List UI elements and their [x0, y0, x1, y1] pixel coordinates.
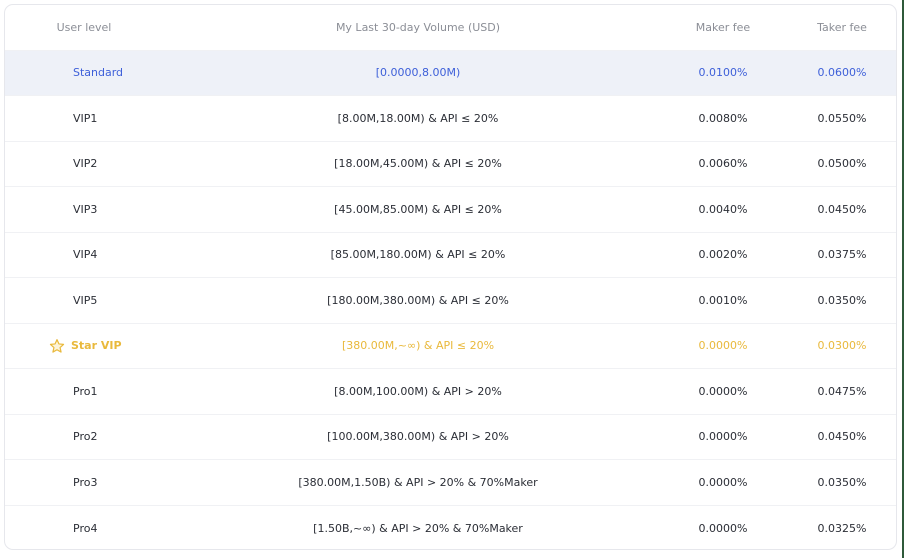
level-label: VIP5	[73, 293, 98, 307]
header-user-level: User level	[56, 20, 112, 34]
level-label: Pro1	[73, 384, 98, 398]
level-label: Pro3	[73, 475, 98, 489]
table-row: Pro1 [8.00M,100.00M) & API > 20% 0.0000%…	[5, 369, 896, 415]
table-row: Pro4 [1.50B,~∞) & API > 20% & 70%Maker 0…	[5, 506, 896, 550]
table-row: VIP1 [8.00M,18.00M) & API ≤ 20% 0.0080% …	[5, 96, 896, 142]
taker-fee: 0.0350%	[817, 475, 867, 489]
volume-range: [18.00M,45.00M) & API ≤ 20%	[334, 157, 502, 171]
volume-range: [85.00M,180.00M) & API ≤ 20%	[330, 248, 506, 262]
level-cell: Star VIP	[49, 324, 122, 369]
taker-fee: 0.0475%	[817, 384, 867, 398]
volume-range: [0.0000,8.00M)	[375, 66, 461, 80]
table-header: User level My Last 30-day Volume (USD) M…	[5, 5, 896, 51]
taker-fee: 0.0600%	[817, 66, 867, 80]
maker-fee: 0.0000%	[698, 430, 748, 444]
volume-range: [180.00M,380.00M) & API ≤ 20%	[327, 293, 509, 307]
maker-fee: 0.0020%	[698, 248, 748, 262]
level-label: VIP1	[73, 111, 98, 125]
volume-range: [8.00M,100.00M) & API > 20%	[334, 384, 502, 398]
table-row: Pro2 [100.00M,380.00M) & API > 20% 0.000…	[5, 415, 896, 460]
volume-range: [1.50B,~∞) & API > 20% & 70%Maker	[313, 521, 523, 535]
table-row: Pro3 [380.00M,1.50B) & API > 20% & 70%Ma…	[5, 460, 896, 506]
header-taker-fee: Taker fee	[817, 20, 867, 34]
taker-fee: 0.0375%	[817, 248, 867, 262]
maker-fee: 0.0060%	[698, 157, 748, 171]
maker-fee: 0.0010%	[698, 293, 748, 307]
volume-range: [45.00M,85.00M) & API ≤ 20%	[334, 202, 502, 216]
taker-fee: 0.0350%	[817, 293, 867, 307]
maker-fee: 0.0000%	[698, 521, 748, 535]
taker-fee: 0.0550%	[817, 111, 867, 125]
level-label: VIP4	[73, 248, 98, 262]
fee-tier-table: User level My Last 30-day Volume (USD) M…	[4, 4, 897, 550]
volume-range: [8.00M,18.00M) & API ≤ 20%	[337, 111, 499, 125]
volume-range: [380.00M,~∞) & API ≤ 20%	[341, 339, 495, 353]
table-row: VIP5 [180.00M,380.00M) & API ≤ 20% 0.001…	[5, 278, 896, 324]
table-row-standard: Standard [0.0000,8.00M) 0.0100% 0.0600%	[5, 50, 896, 96]
level-label: VIP2	[73, 157, 98, 171]
taker-fee: 0.0300%	[817, 339, 867, 353]
maker-fee: 0.0100%	[698, 66, 748, 80]
table-row: VIP4 [85.00M,180.00M) & API ≤ 20% 0.0020…	[5, 233, 896, 278]
maker-fee: 0.0000%	[698, 384, 748, 398]
maker-fee: 0.0000%	[698, 475, 748, 489]
volume-range: [380.00M,1.50B) & API > 20% & 70%Maker	[298, 475, 538, 489]
table-row-star-vip: Star VIP [380.00M,~∞) & API ≤ 20% 0.0000…	[5, 324, 896, 369]
level-label: Pro2	[73, 430, 98, 444]
maker-fee: 0.0000%	[698, 339, 748, 353]
header-volume: My Last 30-day Volume (USD)	[335, 20, 501, 34]
window-edge	[902, 0, 904, 558]
level-label: Pro4	[73, 521, 98, 535]
level-label: VIP3	[73, 202, 98, 216]
table-row: VIP2 [18.00M,45.00M) & API ≤ 20% 0.0060%…	[5, 142, 896, 187]
star-icon	[49, 338, 65, 353]
level-label: Star VIP	[71, 339, 122, 353]
taker-fee: 0.0450%	[817, 430, 867, 444]
taker-fee: 0.0325%	[817, 521, 867, 535]
level-label: Standard	[73, 66, 124, 80]
maker-fee: 0.0040%	[698, 202, 748, 216]
taker-fee: 0.0450%	[817, 202, 867, 216]
maker-fee: 0.0080%	[698, 111, 748, 125]
header-maker-fee: Maker fee	[695, 20, 751, 34]
volume-range: [100.00M,380.00M) & API > 20%	[327, 430, 509, 444]
taker-fee: 0.0500%	[817, 157, 867, 171]
table-row: VIP3 [45.00M,85.00M) & API ≤ 20% 0.0040%…	[5, 187, 896, 233]
